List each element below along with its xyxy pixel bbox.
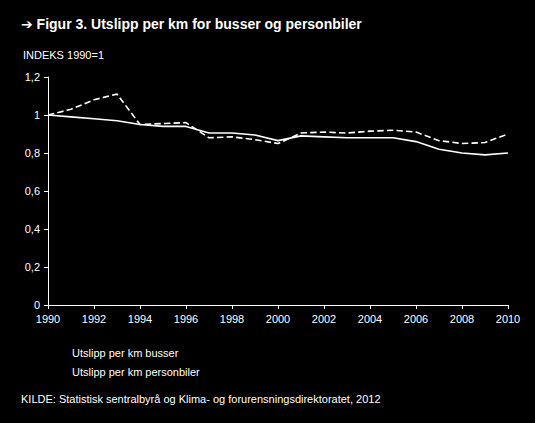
svg-text:INDEKS 1990=1: INDEKS 1990=1 [23, 49, 104, 61]
svg-text:1: 1 [34, 109, 40, 121]
svg-text:0,8: 0,8 [25, 147, 40, 159]
svg-text:2004: 2004 [358, 313, 382, 325]
svg-text:1992: 1992 [82, 313, 106, 325]
svg-text:2010: 2010 [496, 313, 520, 325]
svg-text:0: 0 [34, 299, 40, 311]
svg-text:1,2: 1,2 [25, 71, 40, 83]
svg-text:1996: 1996 [174, 313, 198, 325]
svg-text:2006: 2006 [404, 313, 428, 325]
svg-text:0,2: 0,2 [25, 261, 40, 273]
svg-text:➔ Figur 3. Utslipp per km for: ➔ Figur 3. Utslipp per km for busser og … [21, 16, 362, 32]
svg-text:1998: 1998 [220, 313, 244, 325]
svg-text:2002: 2002 [312, 313, 336, 325]
svg-text:Utslipp per km busser: Utslipp per km busser [72, 347, 179, 359]
svg-text:0,4: 0,4 [25, 223, 40, 235]
svg-text:0,6: 0,6 [25, 185, 40, 197]
svg-text:KILDE: Statistisk sentralbyrå: KILDE: Statistisk sentralbyrå og Klima- … [21, 393, 381, 405]
svg-text:Utslipp per km personbiler: Utslipp per km personbiler [72, 366, 200, 378]
svg-text:1994: 1994 [128, 313, 152, 325]
svg-text:2008: 2008 [450, 313, 474, 325]
svg-text:2000: 2000 [266, 313, 290, 325]
svg-text:1990: 1990 [36, 313, 60, 325]
